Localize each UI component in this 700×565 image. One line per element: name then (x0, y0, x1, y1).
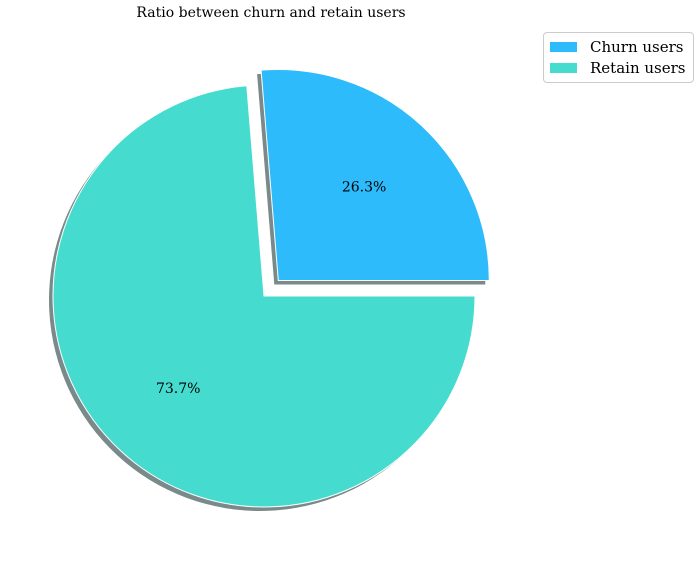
legend-label-retain: Retain users (590, 58, 686, 77)
legend-item-retain: Retain users (550, 57, 685, 78)
legend-item-churn: Churn users (550, 36, 685, 57)
chart-title: Ratio between churn and retain users (136, 5, 406, 21)
slice-label-retain: 73.7% (156, 381, 200, 397)
legend-swatch-churn (550, 41, 577, 52)
pie-slice-retain (52, 85, 476, 508)
legend-label-churn: Churn users (590, 37, 684, 56)
pie-slice-churn (260, 69, 490, 281)
pie-slices (52, 69, 490, 508)
slice-labels: 26.3% 73.7% (156, 179, 386, 397)
slice-label-churn: 26.3% (342, 179, 386, 195)
legend: Churn users Retain users (543, 32, 695, 83)
legend-swatch-retain (550, 62, 577, 73)
